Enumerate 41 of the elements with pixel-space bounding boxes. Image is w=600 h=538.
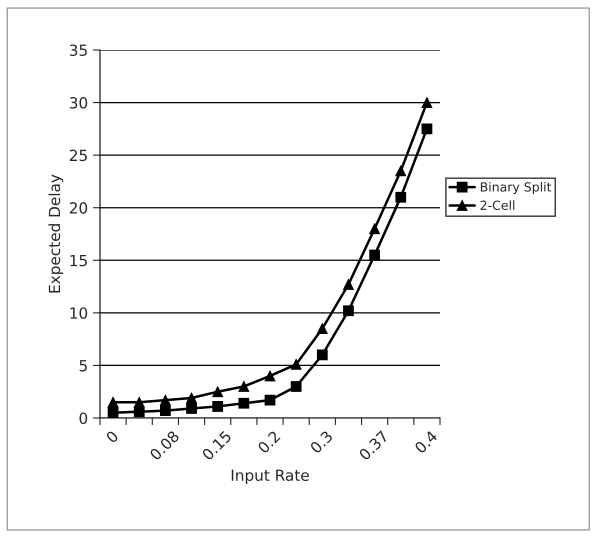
x-tick-label: 0.2 bbox=[257, 430, 281, 454]
y-tick-label: 25 bbox=[70, 150, 87, 162]
point bbox=[160, 394, 171, 406]
point bbox=[316, 350, 328, 360]
legend-label: Binary Split bbox=[480, 182, 552, 194]
point bbox=[108, 396, 118, 408]
y-tick-label: 15 bbox=[70, 254, 87, 266]
point bbox=[134, 396, 145, 408]
y-tick-label: 0 bbox=[79, 412, 88, 424]
point bbox=[290, 358, 302, 370]
point bbox=[369, 223, 380, 234]
point bbox=[264, 370, 276, 382]
legend-label: 2-Cell bbox=[480, 200, 514, 210]
point bbox=[343, 279, 354, 290]
x-tick-label: 0 bbox=[105, 430, 119, 444]
y-tick-label: 35 bbox=[70, 44, 87, 56]
point bbox=[238, 381, 250, 392]
point bbox=[369, 250, 380, 260]
point bbox=[212, 401, 224, 412]
point bbox=[238, 398, 250, 409]
point bbox=[186, 403, 197, 414]
point bbox=[108, 407, 118, 418]
point bbox=[316, 323, 328, 334]
point bbox=[422, 123, 432, 134]
point bbox=[395, 166, 406, 176]
y-axis-title: Expected Delay bbox=[48, 174, 64, 292]
x-tick-label: 0.3 bbox=[309, 430, 334, 454]
point bbox=[395, 192, 406, 203]
y-tick-label: 10 bbox=[70, 307, 88, 319]
y-tick-label: 20 bbox=[70, 202, 88, 214]
point bbox=[264, 394, 276, 406]
x-axis-title: Input Rate bbox=[232, 470, 309, 484]
x-tick-label: 0.4 bbox=[414, 430, 438, 454]
y-tick-label: 5 bbox=[80, 360, 87, 372]
point bbox=[343, 305, 354, 316]
point bbox=[160, 405, 171, 416]
point bbox=[186, 392, 197, 404]
point bbox=[422, 97, 432, 108]
point bbox=[290, 381, 302, 392]
y-tick-label: 30 bbox=[70, 97, 88, 109]
point bbox=[212, 386, 224, 398]
